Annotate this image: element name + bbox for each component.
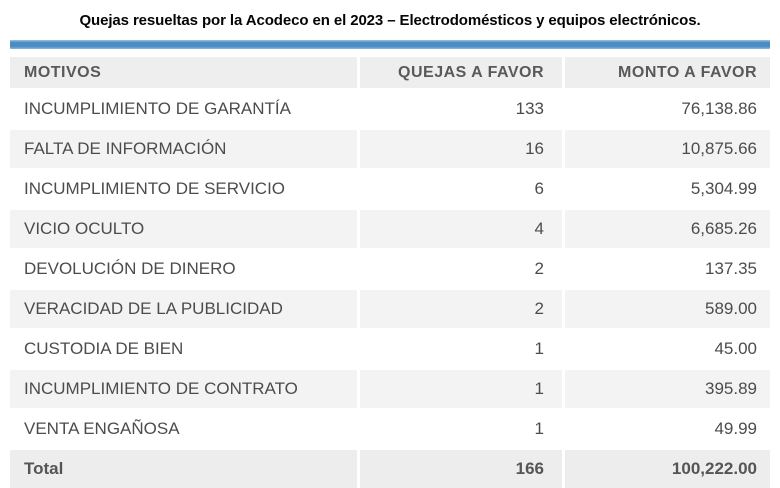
table-row: DEVOLUCIÓN DE DINERO 2 137.35 xyxy=(10,250,770,290)
quejas-cell: 1 xyxy=(360,330,565,370)
quejas-cell: 16 xyxy=(360,130,565,170)
table-row: VENTA ENGAÑOSA 1 49.99 xyxy=(10,410,770,450)
table-row: INCUMPLIMIENTO DE CONTRATO 1 395.89 xyxy=(10,370,770,410)
monto-cell: 45.00 xyxy=(565,330,770,370)
monto-cell: 395.89 xyxy=(565,370,770,410)
monto-cell: 10,875.66 xyxy=(565,130,770,170)
total-label-cell: Total xyxy=(10,450,360,488)
table-row: VICIO OCULTO 4 6,685.26 xyxy=(10,210,770,250)
motivo-cell: CUSTODIA DE BIEN xyxy=(10,330,360,370)
complaints-table: MOTIVOS QUEJAS A FAVOR MONTO A FAVOR INC… xyxy=(10,57,770,488)
table-total-row: Total 166 100,222.00 xyxy=(10,450,770,488)
page-title: Quejas resueltas por la Acodeco en el 20… xyxy=(79,11,701,29)
column-header-motivos: MOTIVOS xyxy=(10,57,360,90)
quejas-cell: 1 xyxy=(360,410,565,450)
motivo-cell: DEVOLUCIÓN DE DINERO xyxy=(10,250,360,290)
motivo-cell: INCUMPLIMIENTO DE CONTRATO xyxy=(10,370,360,410)
table-header-row: MOTIVOS QUEJAS A FAVOR MONTO A FAVOR xyxy=(10,57,770,90)
title-bar: Quejas resueltas por la Acodeco en el 20… xyxy=(0,0,780,40)
table-row: INCUMPLIMIENTO DE SERVICIO 6 5,304.99 xyxy=(10,170,770,210)
quejas-cell: 2 xyxy=(360,250,565,290)
quejas-cell: 6 xyxy=(360,170,565,210)
quejas-cell: 4 xyxy=(360,210,565,250)
monto-cell: 589.00 xyxy=(565,290,770,330)
table-row: INCUMPLIMIENTO DE GARANTÍA 133 76,138.86 xyxy=(10,90,770,130)
motivo-cell: INCUMPLIMIENTO DE GARANTÍA xyxy=(10,90,360,130)
table-row: VERACIDAD DE LA PUBLICIDAD 2 589.00 xyxy=(10,290,770,330)
monto-cell: 76,138.86 xyxy=(565,90,770,130)
monto-cell: 6,685.26 xyxy=(565,210,770,250)
column-header-quejas-a-favor: QUEJAS A FAVOR xyxy=(360,57,565,90)
top-accent-bar xyxy=(10,40,770,49)
motivo-cell: VICIO OCULTO xyxy=(10,210,360,250)
table-row: FALTA DE INFORMACIÓN 16 10,875.66 xyxy=(10,130,770,170)
monto-cell: 5,304.99 xyxy=(565,170,770,210)
monto-cell: 137.35 xyxy=(565,250,770,290)
motivo-cell: INCUMPLIMIENTO DE SERVICIO xyxy=(10,170,360,210)
monto-cell: 49.99 xyxy=(565,410,770,450)
table-row: CUSTODIA DE BIEN 1 45.00 xyxy=(10,330,770,370)
quejas-cell: 2 xyxy=(360,290,565,330)
motivo-cell: VERACIDAD DE LA PUBLICIDAD xyxy=(10,290,360,330)
total-monto-cell: 100,222.00 xyxy=(565,450,770,488)
quejas-cell: 133 xyxy=(360,90,565,130)
total-quejas-cell: 166 xyxy=(360,450,565,488)
column-header-monto-a-favor: MONTO A FAVOR xyxy=(565,57,770,90)
motivo-cell: VENTA ENGAÑOSA xyxy=(10,410,360,450)
motivo-cell: FALTA DE INFORMACIÓN xyxy=(10,130,360,170)
quejas-cell: 1 xyxy=(360,370,565,410)
